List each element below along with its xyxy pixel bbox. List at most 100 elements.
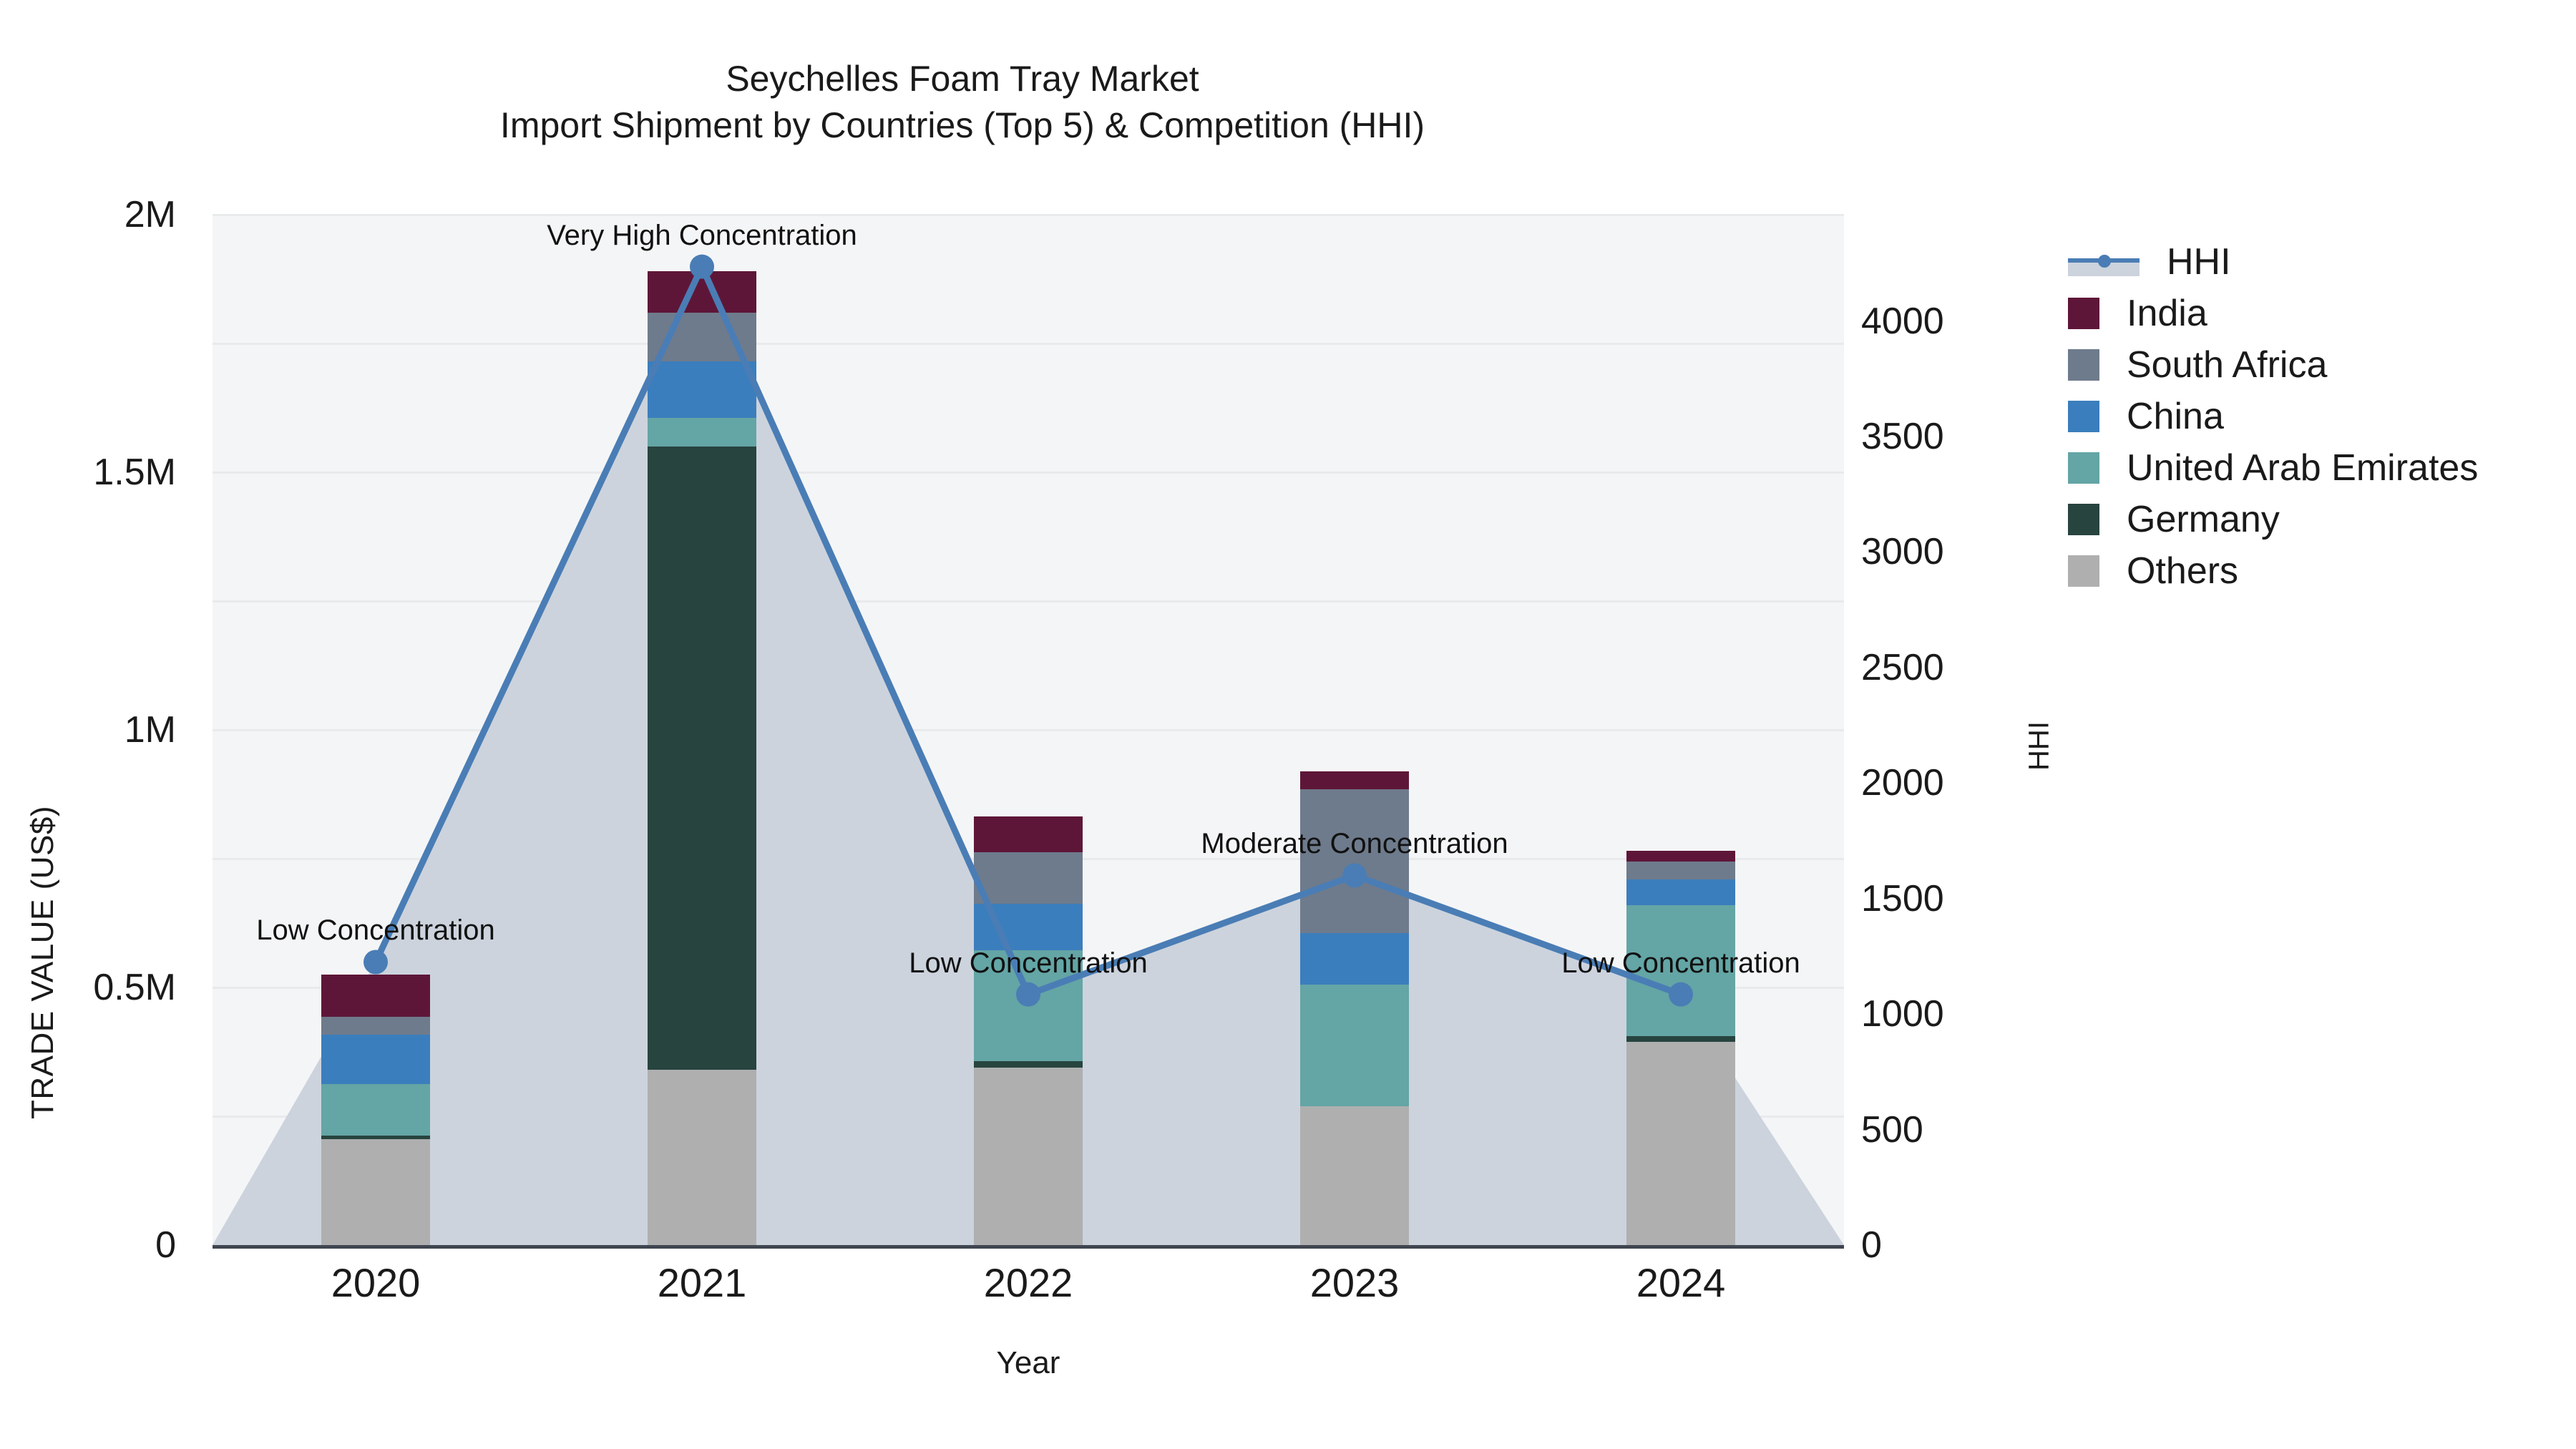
chart-title: Seychelles Foam Tray Market Import Shipm… [0,56,1925,149]
grid-line [213,214,1844,216]
legend-label: HHI [2167,241,2231,283]
annotation-2022: Low Concentration [909,947,1148,979]
bar-2024[interactable] [1626,851,1735,1245]
legend-line-marker [2068,246,2140,278]
y-axis-right-tick: 2000 [1861,762,1944,804]
legend-swatch [2068,555,2099,587]
title-line-2: Import Shipment by Countries (Top 5) & C… [499,105,1425,145]
bar-segment-germany[interactable] [648,447,756,1070]
bar-segment-south-africa[interactable] [1626,861,1735,879]
bar-segment-others[interactable] [1300,1106,1409,1245]
legend-swatch [2068,298,2099,329]
grid-line [213,729,1844,731]
legend-swatch [2068,452,2099,484]
bar-segment-others[interactable] [974,1067,1083,1245]
hhi-area-layer [213,266,1844,1245]
bar-2022[interactable] [974,816,1083,1245]
bar-segment-united-arab-emirates[interactable] [321,1083,430,1136]
y-axis-right-tick: 2500 [1861,646,1944,688]
bar-segment-united-arab-emirates[interactable] [648,418,756,447]
legend-item-united-arab-emirates[interactable]: United Arab Emirates [2068,442,2569,494]
y-axis-right-tick: 3500 [1861,415,1944,457]
legend-label: China [2127,396,2224,437]
y-axis-left-tick: 0.5M [93,967,176,1008]
x-axis-tick-2021: 2021 [657,1260,747,1305]
bar-segment-india[interactable] [974,816,1083,853]
bar-2023[interactable] [1300,771,1409,1245]
legend-swatch [2068,401,2099,432]
legend-swatch [2068,504,2099,535]
hhi-marker[interactable] [1342,863,1367,888]
legend-item-hhi[interactable]: HHI [2068,236,2569,288]
annotation-2021: Very High Concentration [547,219,857,251]
x-axis-tick-2024: 2024 [1636,1260,1726,1305]
bar-segment-others[interactable] [648,1070,756,1245]
legend-item-others[interactable]: Others [2068,545,2569,597]
x-axis-tick-2020: 2020 [331,1260,421,1305]
y-axis-left-title: TRADE VALUE (US$) [25,806,60,1119]
legend-item-china[interactable]: China [2068,391,2569,442]
grid-line [213,600,1844,602]
bar-segment-south-africa[interactable] [321,1017,430,1035]
legend-swatch [2068,349,2099,381]
bar-segment-india[interactable] [1300,771,1409,789]
bar-segment-others[interactable] [321,1139,430,1245]
bar-segment-china[interactable] [1626,879,1735,905]
annotation-2023: Moderate Concentration [1201,828,1508,860]
bar-segment-china[interactable] [321,1035,430,1084]
legend-label: United Arab Emirates [2127,447,2479,489]
y-axis-right-tick: 500 [1861,1108,1923,1151]
legend-item-south-africa[interactable]: South Africa [2068,339,2569,391]
bar-segment-germany[interactable] [321,1135,430,1140]
y-axis-left-tick: 1.5M [93,452,176,493]
hhi-marker[interactable] [1669,982,1693,1007]
y-axis-right: 0 500 1000 1500 2000 2500 3000 3500 4000 [1844,215,2059,1266]
y-axis-left-tick: 0 [155,1224,176,1266]
hhi-marker[interactable] [364,950,388,975]
bar-segment-united-arab-emirates[interactable] [1300,985,1409,1106]
x-axis-line [213,1245,1844,1249]
grid-line [213,472,1844,474]
hhi-marker[interactable] [1016,982,1040,1007]
bar-segment-germany[interactable] [1626,1036,1735,1042]
bar-segment-india[interactable] [321,975,430,1018]
legend-label: South Africa [2127,344,2328,386]
y-axis-right-tick: 0 [1861,1224,1882,1266]
bar-segment-china[interactable] [648,361,756,419]
plot-area: Low Concentration Very High Concentration… [213,214,1844,1246]
annotation-2020: Low Concentration [256,914,495,947]
y-axis-right-tick: 1000 [1861,993,1944,1035]
y-axis-right-tick: 3000 [1861,531,1944,573]
bar-segment-others[interactable] [1626,1041,1735,1245]
hhi-line-layer [364,254,1693,1007]
hhi-line [372,258,1682,999]
y-axis-left: TRADE VALUE (US$) 0 0.5M 1M 1.5M 2M [0,194,193,1266]
y-axis-left-tick: 1M [124,709,176,751]
legend-label: Germany [2127,499,2280,540]
x-axis-tick-2023: 2023 [1309,1260,1400,1305]
bar-segment-china[interactable] [1300,933,1409,985]
bar-segment-india[interactable] [1626,851,1735,862]
y-axis-right-title: HHI [2023,721,2055,771]
bar-segment-south-africa[interactable] [974,852,1083,904]
legend-item-germany[interactable]: Germany [2068,494,2569,545]
legend-label: Others [2127,550,2239,592]
y-axis-left-tick: 2M [124,194,176,235]
bar-segment-united-arab-emirates[interactable] [1626,904,1735,1037]
title-line-1: Seychelles Foam Tray Market [726,59,1199,99]
bar-segment-germany[interactable] [974,1060,1083,1068]
hhi-marker[interactable] [690,254,714,279]
legend-item-india[interactable]: India [2068,288,2569,339]
hhi-area-fill [213,266,1844,1245]
bar-2021[interactable] [648,271,756,1245]
bar-segment-south-africa[interactable] [1300,789,1409,934]
y-axis-right-tick: 4000 [1861,300,1944,342]
grid-line [213,343,1844,345]
legend-label: India [2127,293,2207,334]
bar-2020[interactable] [321,975,430,1245]
y-axis-right-tick: 1500 [1861,877,1944,919]
x-axis-title: Year [996,1345,1060,1380]
legend: HHI India South Africa China United Arab Emi… [2068,236,2569,597]
x-axis-tick-2022: 2022 [983,1260,1073,1305]
